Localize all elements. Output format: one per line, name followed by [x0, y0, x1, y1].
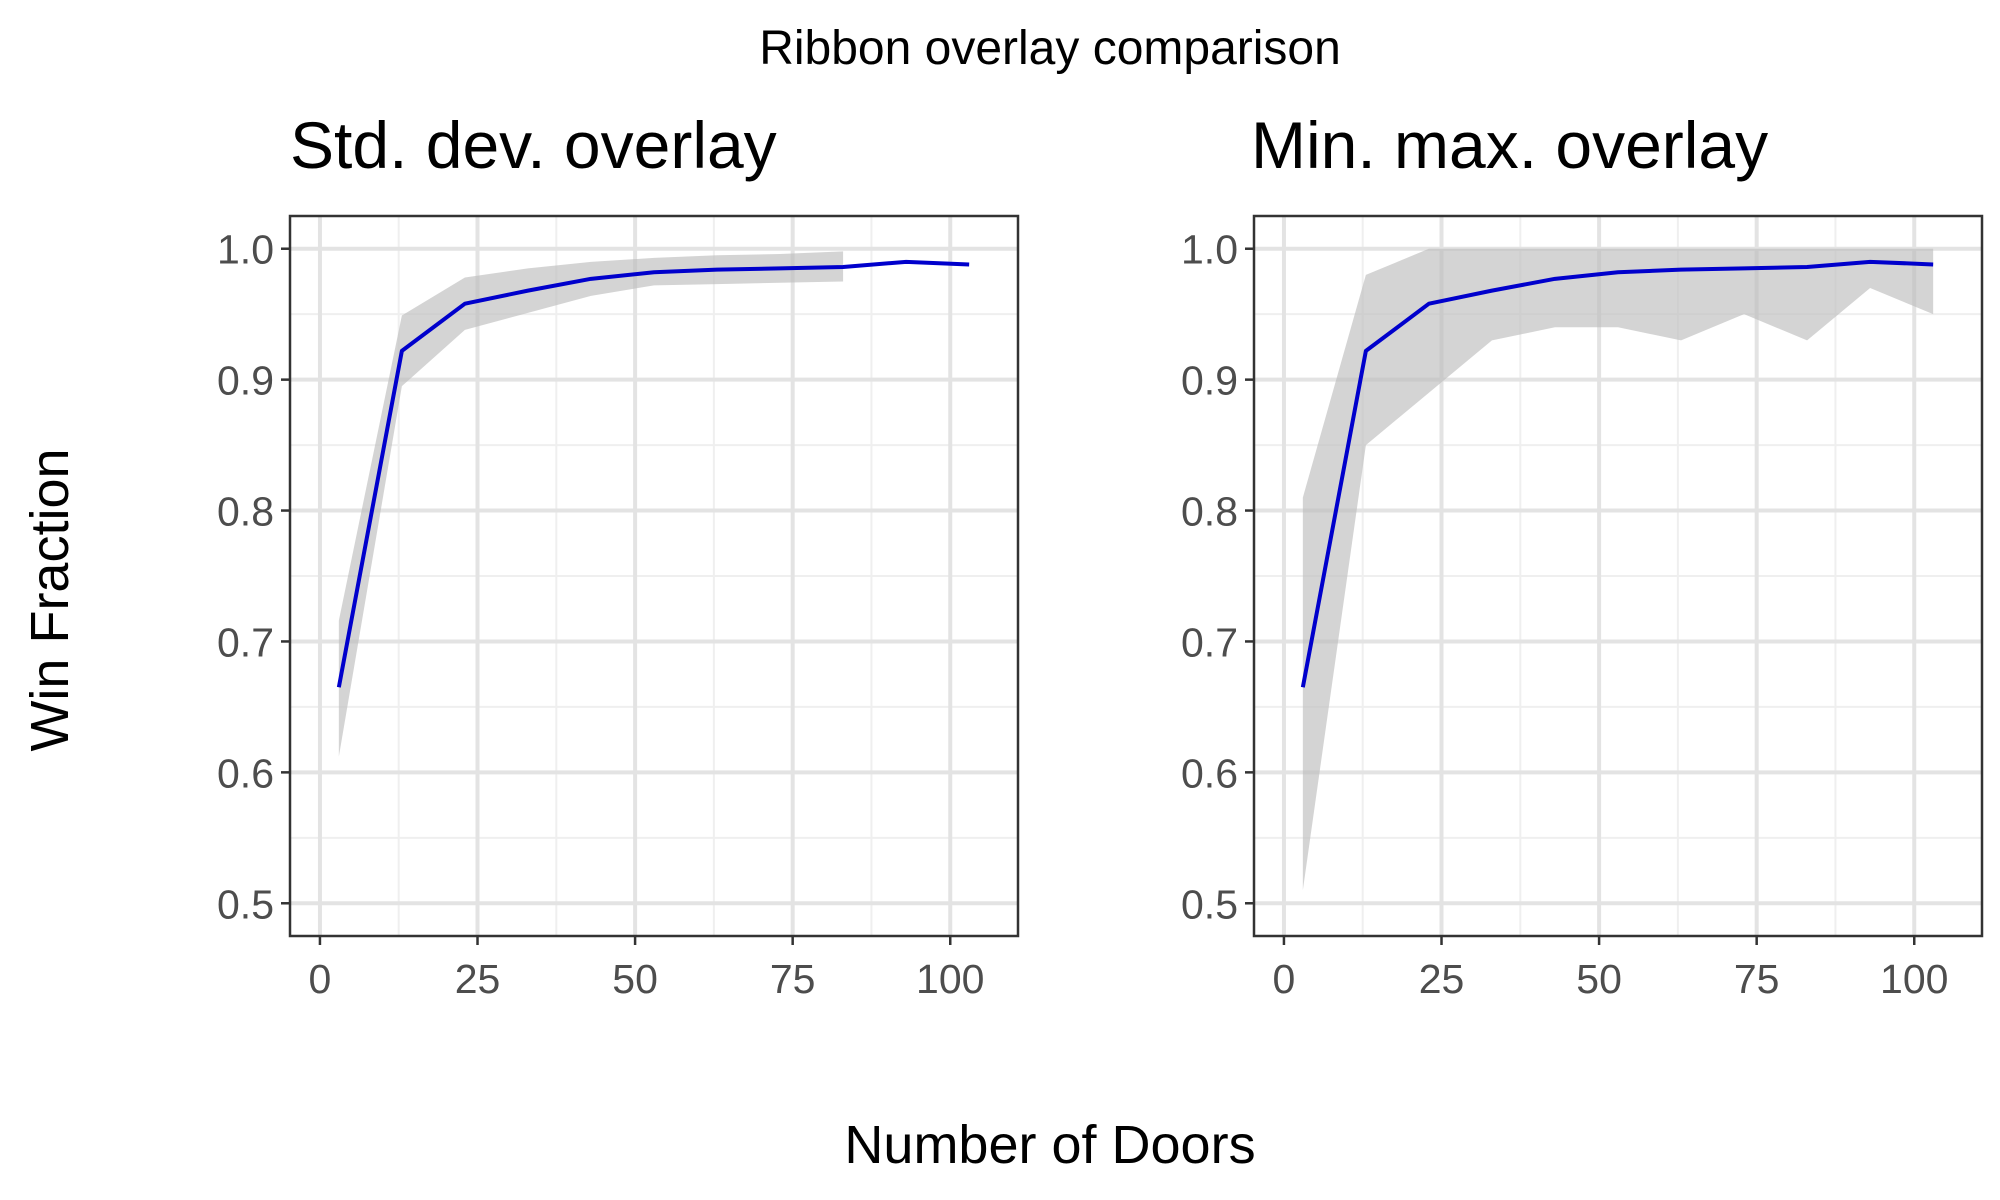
x-tick-label: 0	[309, 956, 332, 1002]
x-tick-label: 50	[612, 956, 658, 1002]
y-tick-label: 0.5	[1181, 881, 1238, 927]
chart-panels: Std. dev. overlay 0.5 0.6 0.7 0.8 0.9 1.0 0 25 50…	[217, 108, 1984, 1002]
y-tick-label: 0.6	[1181, 750, 1238, 796]
y-tick-label: 0.8	[217, 489, 274, 535]
panel-border	[1252, 214, 1984, 938]
y-tick-label: 0.9	[217, 358, 274, 404]
x-tick-label: 100	[1880, 956, 1948, 1002]
x-tick-label: 25	[455, 956, 501, 1002]
x-tick-label: 50	[1576, 956, 1622, 1002]
panel-1: Std. dev. overlay 0.5 0.6 0.7 0.8 0.9 1.0 0 25 50…	[217, 108, 1020, 1002]
panel-border	[288, 214, 1020, 938]
y-tick-label: 0.9	[1181, 358, 1238, 404]
figure-title: Ribbon overlay comparison	[759, 22, 1341, 75]
x-axis-title: Number of Doors	[844, 1115, 1255, 1175]
y-tick-label: 1.0	[217, 227, 274, 273]
y-tick-label: 0.8	[1181, 489, 1238, 535]
y-tick-label: 0.7	[1181, 619, 1238, 665]
y-tick-label: 0.7	[217, 619, 274, 665]
x-tick-label: 25	[1419, 956, 1465, 1002]
y-tick-label: 1.0	[1181, 227, 1238, 273]
y-tick-label: 0.5	[217, 881, 274, 927]
panel-title: Min. max. overlay	[1251, 108, 1768, 182]
x-tick-label: 100	[916, 956, 984, 1002]
panel-2: Min. max. overlay 0.5 0.6 0.7 0.8 0.9 1.0 0 25 50…	[1181, 108, 1984, 1002]
y-tick-label: 0.6	[217, 750, 274, 796]
panel-title: Std. dev. overlay	[290, 108, 777, 182]
x-tick-label: 0	[1273, 956, 1296, 1002]
y-axis-title: Win Fraction	[20, 448, 80, 751]
x-tick-label: 75	[1734, 956, 1780, 1002]
x-tick-label: 75	[770, 956, 816, 1002]
ribbon-band	[1302, 248, 1934, 891]
